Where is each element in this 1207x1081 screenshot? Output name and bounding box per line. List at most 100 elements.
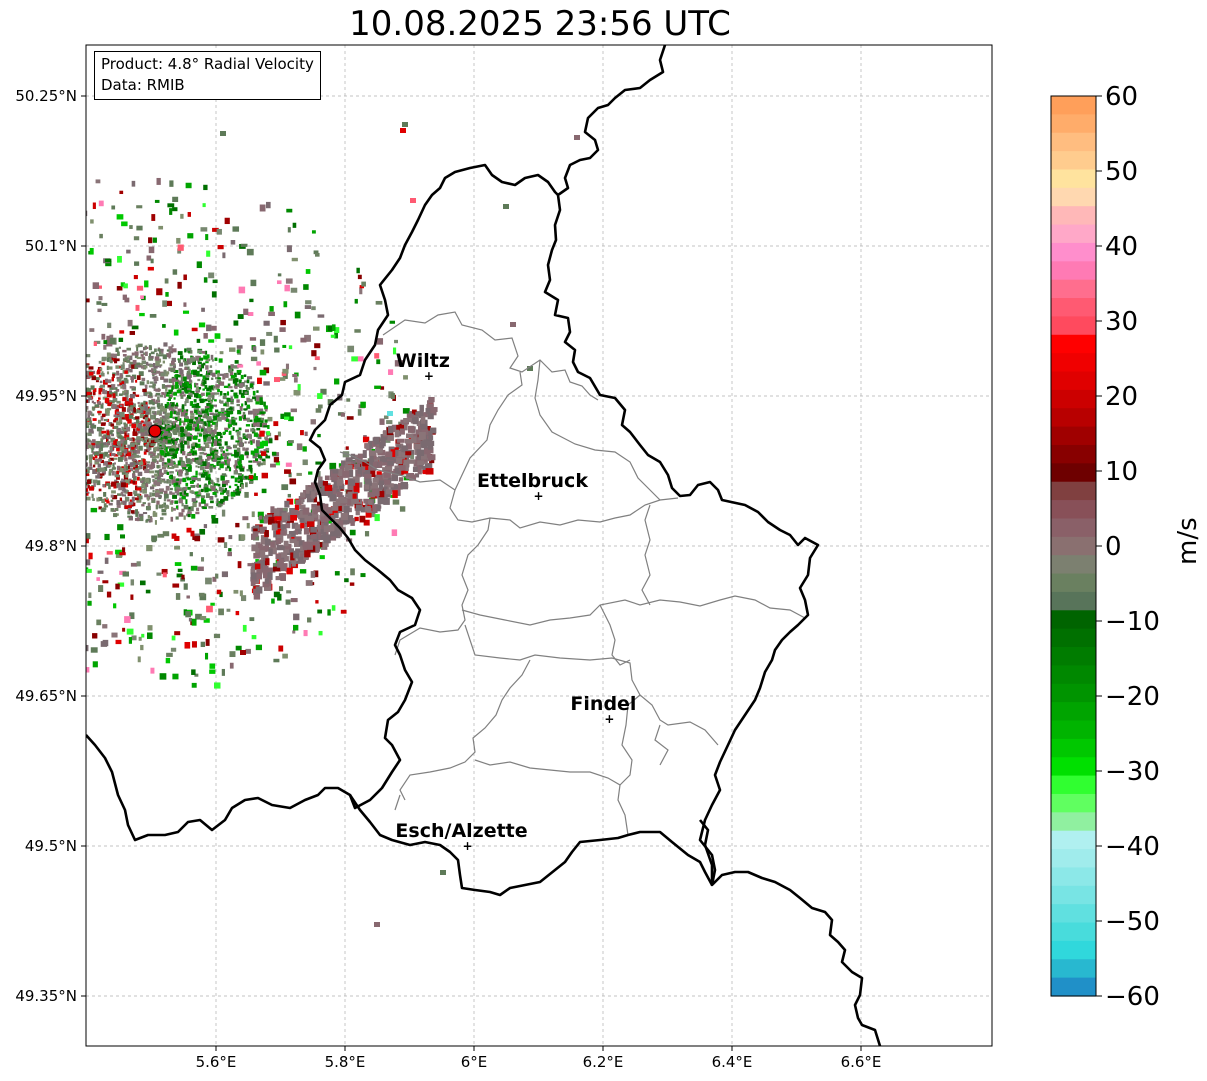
echo-pixel (159, 473, 164, 477)
echo-pixel (123, 422, 127, 425)
echo-pixel (295, 499, 301, 505)
echo-pixel (182, 428, 186, 433)
echo-pixel (180, 356, 184, 359)
echo-pixel (48, 434, 52, 436)
echo-pixel (101, 422, 106, 425)
echo-pixel (213, 633, 221, 639)
echo-pixel (70, 435, 73, 439)
echo-pixel (134, 480, 138, 485)
echo-pixel (183, 376, 187, 382)
echo-pixel (183, 386, 187, 392)
echo-pixel (152, 478, 155, 482)
echo-pixel (197, 359, 200, 363)
colorbar-segment (1051, 500, 1096, 520)
echo-pixel (212, 465, 216, 468)
echo-pixel (226, 397, 231, 402)
colorbar-tick-label: 50 (1105, 157, 1138, 187)
echo-pixel (176, 488, 182, 492)
city-markers: +Wiltz+Ettelbruck+Findel+Esch/Alzette (395, 350, 636, 853)
echo-pixel (337, 479, 344, 484)
echo-pixel (215, 422, 218, 427)
city-label: Wiltz (396, 350, 450, 372)
echo-pixel (265, 438, 269, 443)
echo-pixel (124, 496, 130, 502)
echo-pixel (138, 513, 144, 517)
echo-pixel (234, 460, 238, 465)
echo-pixel (380, 386, 385, 390)
echo-pixel (257, 511, 264, 517)
echo-pixel (416, 462, 424, 469)
echo-pixel (82, 472, 85, 475)
echo-pixel (416, 421, 422, 427)
echo-pixel (52, 355, 59, 360)
echo-pixel (376, 487, 384, 493)
echo-pixel (69, 409, 74, 413)
echo-pixel (211, 394, 215, 400)
echo-pixel (192, 477, 198, 481)
echo-pixel (138, 371, 144, 377)
echo-pixel (192, 360, 196, 366)
echo-pixel (158, 225, 164, 230)
echo-pixel (190, 565, 198, 571)
echo-pixel (96, 577, 100, 581)
echo-pixel (189, 358, 193, 364)
echo-pixel (306, 534, 313, 542)
echo-pixel (238, 427, 242, 431)
echo-pixel (101, 333, 106, 340)
echo-pixel (233, 372, 237, 378)
echo-pixel (163, 480, 167, 484)
echo-pixel (107, 441, 111, 446)
echo-pixel (149, 356, 154, 359)
echo-pixel (134, 469, 139, 473)
echo-pixel (200, 641, 206, 648)
echo-pixel (122, 354, 127, 357)
echo-pixel (180, 577, 186, 582)
echo-pixel (173, 462, 176, 466)
echo-pixel (334, 528, 341, 537)
echo-pixel (297, 556, 305, 564)
echo-pixel (152, 383, 156, 389)
echo-pixel (422, 412, 428, 418)
echo-pixel (119, 534, 126, 539)
echo-pixel (152, 368, 157, 371)
echo-pixel (177, 415, 180, 420)
echo-pixel (100, 372, 105, 377)
echo-pixel (50, 430, 52, 433)
echo-pixel (259, 422, 264, 428)
echo-pixel (141, 483, 146, 488)
echo-pixel (387, 433, 394, 441)
echo-pixel (363, 498, 370, 504)
echo-pixel (164, 413, 168, 418)
echo-pixel (268, 548, 273, 557)
echo-pixel (221, 453, 227, 456)
echo-pixel (140, 478, 145, 483)
echo-pixel (329, 536, 337, 541)
echo-pixel (102, 499, 105, 504)
echo-pixel (7, 340, 11, 343)
echo-pixel (78, 383, 80, 388)
echo-pixel (213, 415, 218, 421)
echo-pixel (76, 292, 81, 296)
echo-pixel (185, 611, 191, 618)
echo-pixel (131, 444, 135, 450)
echo-pixel (137, 656, 141, 663)
echo-pixel (153, 376, 157, 382)
echo-pixel (181, 495, 186, 500)
echo-pixel (158, 488, 164, 493)
echo-pixel (241, 403, 244, 407)
echo-pixel (121, 478, 124, 481)
echo-pixel (209, 485, 212, 490)
echo-pixel (292, 509, 299, 516)
echo-pixel (108, 450, 113, 453)
echo-pixel (61, 431, 66, 434)
echo-pixel (145, 443, 148, 447)
echo-pixel (86, 363, 90, 366)
echo-pixel (148, 353, 152, 359)
echo-pixel (0, 501, 4, 507)
echo-pixel (317, 534, 326, 541)
echo-pixel (510, 322, 516, 327)
echo-pixel (62, 478, 66, 482)
echo-pixel (119, 430, 124, 434)
echo-pixel (216, 457, 222, 461)
echo-pixel (278, 645, 284, 652)
